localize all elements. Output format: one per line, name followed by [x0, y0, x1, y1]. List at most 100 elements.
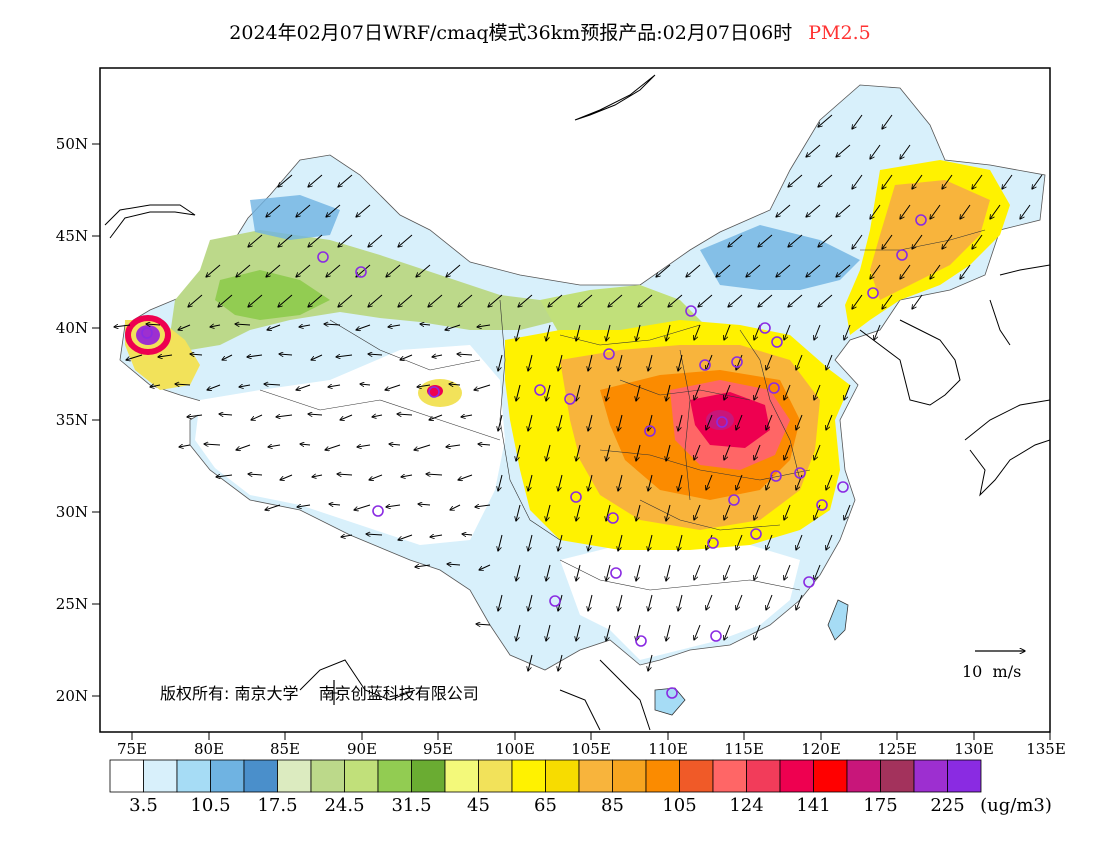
- wind-arrow: [175, 384, 191, 385]
- wind-arrow: [251, 414, 263, 420]
- wind-arrow: [426, 474, 443, 475]
- wind-arrow: [498, 534, 503, 551]
- wind-arrow: [449, 384, 461, 385]
- wind-arrow: [578, 294, 593, 307]
- city-marker: [355, 266, 367, 278]
- wind-arrow: [300, 444, 311, 445]
- wind-arrow: [400, 354, 413, 360]
- wind-arrow: [336, 355, 353, 357]
- wind-arrow: [636, 384, 641, 401]
- wind-arrow: [666, 564, 671, 581]
- wind-arrow: [415, 565, 431, 567]
- wind-arrow: [558, 654, 563, 671]
- wind-arrow: [728, 294, 743, 307]
- wind-arrow: [126, 354, 143, 360]
- city-marker: [607, 512, 619, 524]
- wind-arrow: [236, 264, 251, 277]
- wind-arrow: [356, 264, 371, 277]
- lon-label: 100E: [495, 740, 535, 758]
- city-marker: [666, 687, 678, 699]
- wind-arrow: [724, 504, 731, 520]
- wind-arrow: [518, 294, 533, 307]
- title-text: 2024年02月07日WRF/cmaq模式36km预报产品:02月07日06时: [229, 22, 793, 44]
- wind-arrow: [826, 414, 833, 430]
- legend-swatch: [712, 759, 747, 793]
- wind-arrow: [694, 384, 701, 400]
- wind-arrow: [666, 504, 671, 521]
- wind-arrow: [814, 444, 821, 460]
- legend-swatch: [880, 759, 915, 793]
- legend-labels: 3.5 10.5 17.5 24.5 31.5 45 65 85 105 124 141 175 225: [129, 795, 965, 816]
- wind-arrow: [558, 474, 563, 491]
- wind-arrow: [706, 534, 713, 550]
- city-marker: [549, 595, 561, 607]
- wind-arrow: [299, 325, 311, 327]
- wind-arrow: [706, 474, 713, 490]
- wind-arrow: [308, 294, 323, 307]
- wind-arrow: [222, 354, 233, 360]
- wind-arrow: [960, 264, 971, 279]
- legend-swatch: [411, 759, 446, 793]
- lat-label: 45N: [56, 227, 88, 245]
- wind-arrow: [746, 264, 761, 277]
- wind-arrow: [576, 504, 581, 521]
- wind-arrow: [528, 414, 533, 431]
- wind-arrow: [187, 415, 203, 417]
- wind-arrow: [372, 415, 383, 417]
- lon-label: 110E: [648, 740, 688, 758]
- wind-arrow: [207, 384, 221, 390]
- wind-arrow: [636, 564, 641, 581]
- wind-arrow: [528, 474, 533, 491]
- wind-arrow: [308, 414, 323, 415]
- wind-arrow: [360, 384, 371, 385]
- wind-arrow: [357, 445, 371, 447]
- wind-arrow: [356, 204, 371, 217]
- city-markers: [141, 214, 927, 699]
- legend-swatch: [545, 759, 580, 793]
- wind-arrow: [428, 294, 443, 307]
- legend-swatch: [779, 759, 814, 793]
- legend-swatch: [645, 759, 680, 793]
- legend-swatch: [578, 759, 613, 793]
- wind-arrow: [758, 234, 773, 247]
- wind-arrow: [264, 384, 281, 385]
- legend-swatch: [277, 759, 312, 793]
- legend-label: 225: [930, 795, 964, 816]
- wind-arrow: [814, 384, 821, 400]
- wind-arrow: [870, 204, 881, 219]
- wind-arrow: [766, 534, 773, 550]
- legend-swatch: [176, 759, 211, 793]
- kashgar-ring: [125, 315, 171, 355]
- wind-arrow: [558, 354, 563, 371]
- wind-arrow: [736, 474, 743, 490]
- wind-arrow: [576, 324, 581, 341]
- wind-arrow: [576, 564, 581, 581]
- north-blue-zone: [700, 225, 860, 290]
- city-marker: [610, 567, 622, 579]
- city-marker: [768, 382, 780, 394]
- wind-arrow: [648, 534, 653, 551]
- northwest-green-dark: [215, 270, 330, 320]
- lon-label: 75E: [117, 740, 147, 758]
- wind-arrow: [338, 234, 353, 247]
- city-marker: [317, 251, 329, 263]
- wind-arrow: [369, 474, 383, 480]
- wind-arrow: [308, 234, 323, 247]
- legend-swatch: [846, 759, 881, 793]
- wind-arrow: [235, 324, 251, 325]
- wind-arrow: [265, 504, 281, 510]
- wind-arrow: [308, 174, 323, 187]
- wind-arrow: [206, 264, 221, 277]
- wind-arrow: [247, 355, 263, 357]
- legend-label: 124: [729, 795, 763, 816]
- wind-arrow: [636, 444, 641, 461]
- wind-arrow: [576, 624, 581, 641]
- wind-arrow: [844, 504, 851, 520]
- wind-arrow: [239, 385, 251, 387]
- lon-label: 120E: [801, 740, 841, 758]
- wind-arrow: [818, 114, 833, 127]
- wind-arrow: [788, 294, 803, 307]
- wind-scale-reference: 10 m/s: [962, 651, 1025, 681]
- wind-arrow: [636, 504, 641, 521]
- wind-arrow: [401, 475, 413, 477]
